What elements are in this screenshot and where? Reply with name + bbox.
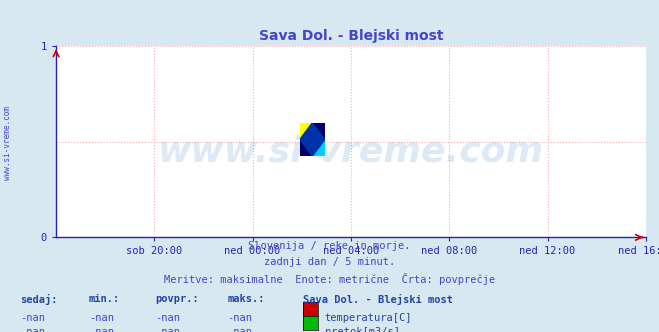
Text: sedaj:: sedaj: [20, 294, 57, 305]
Text: Slovenija / reke in morje.: Slovenija / reke in morje. [248, 241, 411, 251]
Polygon shape [312, 123, 325, 139]
Text: zadnji dan / 5 minut.: zadnji dan / 5 minut. [264, 257, 395, 267]
Polygon shape [300, 123, 312, 139]
Text: temperatura[C]: temperatura[C] [325, 313, 413, 323]
Text: Sava Dol. - Blejski most: Sava Dol. - Blejski most [303, 294, 453, 305]
Text: povpr.:: povpr.: [155, 294, 198, 304]
Polygon shape [300, 139, 312, 156]
Text: pretok[m3/s]: pretok[m3/s] [325, 327, 400, 332]
Title: Sava Dol. - Blejski most: Sava Dol. - Blejski most [259, 29, 443, 42]
Text: -nan: -nan [155, 313, 180, 323]
Text: -nan: -nan [227, 313, 252, 323]
Text: -nan: -nan [89, 313, 114, 323]
Text: -nan: -nan [89, 327, 114, 332]
Polygon shape [300, 123, 325, 156]
Text: www.si-vreme.com: www.si-vreme.com [3, 106, 13, 180]
Text: www.si-vreme.com: www.si-vreme.com [158, 134, 544, 168]
Text: min.:: min.: [89, 294, 120, 304]
Text: -nan: -nan [20, 313, 45, 323]
Text: maks.:: maks.: [227, 294, 265, 304]
Text: -nan: -nan [20, 327, 45, 332]
Text: -nan: -nan [155, 327, 180, 332]
Polygon shape [300, 123, 325, 156]
Text: -nan: -nan [227, 327, 252, 332]
Text: Meritve: maksimalne  Enote: metrične  Črta: povprečje: Meritve: maksimalne Enote: metrične Črta… [164, 273, 495, 285]
